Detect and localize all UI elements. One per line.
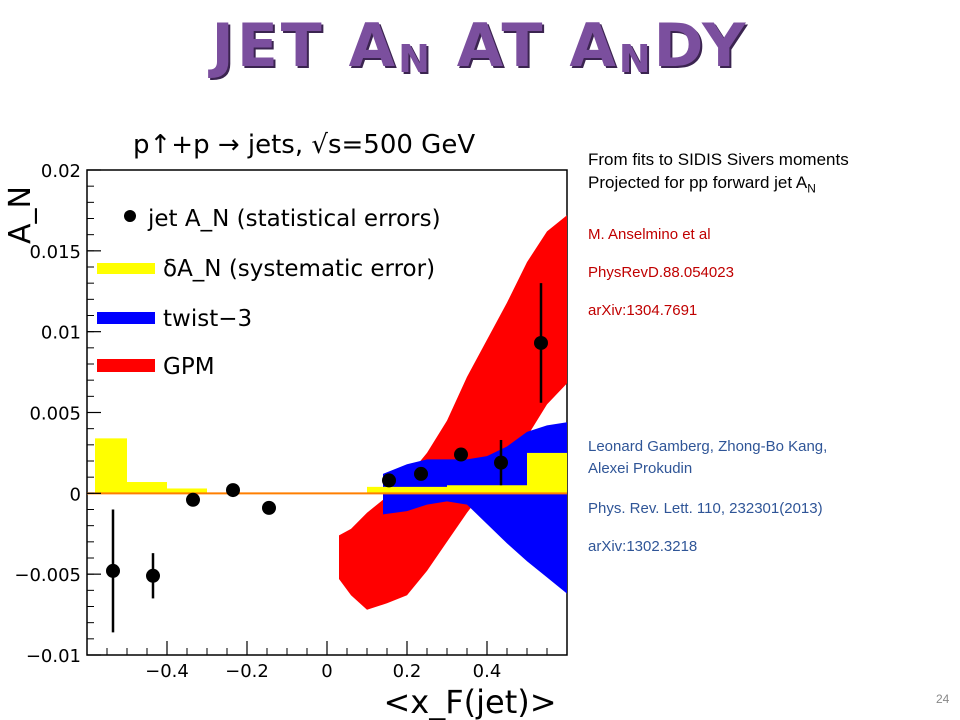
title-subscript: N [398,37,433,81]
legend: jet A_N (statistical errors) δA_N (syste… [97,206,441,380]
systematic-bar [527,452,567,494]
x-tick-label: 0.2 [393,661,422,682]
points-layer [106,283,548,633]
y-tick-label: 0.005 [29,404,81,425]
title-part: AT A [432,11,619,81]
y-tick-label: −0.005 [14,565,81,586]
systematic-bar [447,485,487,494]
legend-swatch-syst [97,263,155,274]
ref2-authors-line2: Alexei Prokudin [588,460,693,477]
ref1-arxiv: arXiv:1304.7691 [588,302,698,319]
legend-swatch-gpm [97,359,155,372]
line2-subscript: N [807,181,816,196]
legend-label-twist3: twist−3 [163,306,252,332]
systematic-bar [95,438,127,494]
ref1-authors: M. Anselmino et al [588,226,711,243]
legend-label-syst: δA_N (systematic error) [163,256,435,282]
y-tick-label: 0 [70,484,81,505]
slide-title: JET AN AT ANDY [0,6,960,99]
systematic-bar [167,488,207,494]
ref2-arxiv: arXiv:1302.3218 [588,538,698,555]
title-part: DY [653,11,749,81]
an-chart: −0.01 −0.005 0 0.005 0.01 0.015 0.02 −0.4 −0.2 0 0… [3,130,568,720]
y-tick-label: −0.01 [26,646,81,667]
ref1-journal: PhysRevD.88.054023 [588,264,734,281]
systematic-bar [407,486,447,494]
line2-text: Projected for pp forward jet A [588,173,808,192]
data-point [454,447,468,462]
data-point [186,492,200,507]
title-subscript: N [618,37,654,81]
systematic-bar [367,486,407,494]
x-axis-label: <x_F(jet)> [383,683,556,720]
data-point [534,335,548,350]
twist3-band [383,422,567,594]
chart-title: p↑+p → jets, √s=500 GeV [133,130,475,160]
fit-description-line2: Projected for pp forward jet AN [588,171,849,200]
x-tick-label: −0.4 [145,661,189,682]
ref2-authors: Leonard Gamberg, Zhong-Bo Kang, Alexei P… [588,436,827,480]
x-tick-label: −0.2 [225,661,269,682]
data-point [146,568,160,583]
y-tick-label: 0.015 [29,242,81,263]
data-point [382,473,396,488]
ref2-journal: Phys. Rev. Lett. 110, 232301(2013) [588,500,823,517]
data-point [414,466,428,481]
systematic-bar [127,482,167,494]
y-tick-label: 0.01 [41,323,81,344]
y-tick-label: 0.02 [41,161,81,182]
title-part: JET A [211,11,399,81]
fit-description-line1: From fits to SIDIS Sivers moments [588,150,849,169]
legend-label-points: jet A_N (statistical errors) [147,206,441,232]
twist3-band-layer [383,422,567,594]
data-point [494,455,508,470]
x-tick-label: 0.4 [473,661,502,682]
page-number: 24 [936,692,950,706]
x-tick-label: 0 [321,661,332,682]
systematic-bar [487,485,527,494]
data-point [262,500,276,515]
legend-swatch-twist3 [97,312,155,324]
data-point [226,483,240,498]
y-axis-label: A_N [3,186,38,244]
legend-marker-points [124,210,136,222]
legend-label-gpm: GPM [163,354,215,380]
ref2-authors-line1: Leonard Gamberg, Zhong-Bo Kang, [588,438,828,455]
systematic-layer [95,438,567,494]
fit-description: From fits to SIDIS Sivers moments Projec… [588,148,849,200]
data-point [106,563,120,578]
ticks-layer: −0.01 −0.005 0 0.005 0.01 0.015 0.02 −0.4 −0.2 0 0… [14,161,568,682]
